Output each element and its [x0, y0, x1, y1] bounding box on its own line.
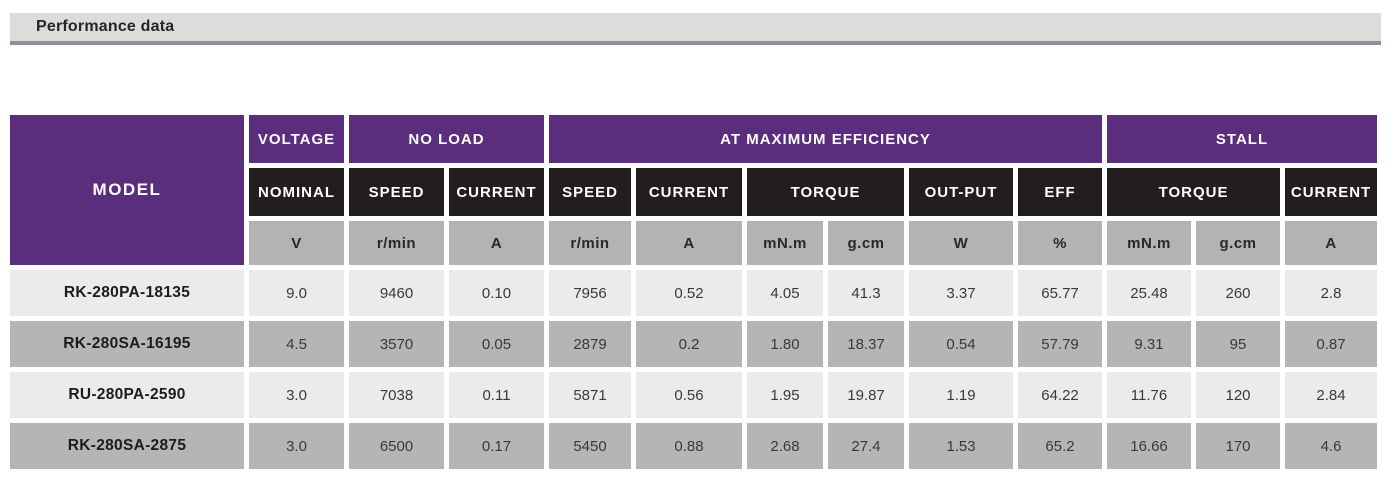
value-cell: 0.2	[636, 321, 743, 367]
value-cell: 3.0	[249, 423, 344, 469]
value-cell: 27.4	[828, 423, 905, 469]
value-cell: 0.52	[636, 270, 743, 316]
subheader-no-load-speed: SPEED	[349, 168, 444, 216]
unit-cell: mN.m	[1107, 221, 1192, 265]
value-cell: 6500	[349, 423, 444, 469]
value-cell: 0.56	[636, 372, 743, 418]
value-cell: 2879	[549, 321, 632, 367]
value-cell: 65.2	[1018, 423, 1103, 469]
value-cell: 41.3	[828, 270, 905, 316]
unit-cell: A	[1285, 221, 1378, 265]
units-row: V r/min A r/min A mN.m g.cm W % mN.m g.c…	[10, 221, 1378, 265]
value-cell: 4.6	[1285, 423, 1378, 469]
value-cell: 0.10	[449, 270, 545, 316]
group-header-model: MODEL	[10, 115, 244, 265]
value-cell: 5871	[549, 372, 632, 418]
value-cell: 1.19	[909, 372, 1014, 418]
value-cell: 0.88	[636, 423, 743, 469]
value-cell: 0.11	[449, 372, 545, 418]
unit-cell: r/min	[549, 221, 632, 265]
value-cell: 0.05	[449, 321, 545, 367]
value-cell: 1.53	[909, 423, 1014, 469]
unit-cell: g.cm	[1196, 221, 1281, 265]
unit-cell: %	[1018, 221, 1103, 265]
value-cell: 16.66	[1107, 423, 1192, 469]
unit-cell: V	[249, 221, 344, 265]
group-header-no-load: NO LOAD	[349, 115, 545, 163]
value-cell: 18.37	[828, 321, 905, 367]
unit-cell: r/min	[349, 221, 444, 265]
group-header-max-efficiency: AT MAXIMUM EFFICIENCY	[549, 115, 1103, 163]
unit-cell: A	[449, 221, 545, 265]
value-cell: 2.68	[747, 423, 824, 469]
value-cell: 95	[1196, 321, 1281, 367]
sub-header-row: NOMINAL SPEED CURRENT SPEED CURRENT TORQ…	[10, 168, 1378, 216]
model-cell: RK-280SA-16195	[10, 321, 244, 367]
value-cell: 0.54	[909, 321, 1014, 367]
subheader-nominal: NOMINAL	[249, 168, 344, 216]
subheader-eff: EFF	[1018, 168, 1103, 216]
value-cell: 1.80	[747, 321, 824, 367]
value-cell: 1.95	[747, 372, 824, 418]
value-cell: 2.8	[1285, 270, 1378, 316]
value-cell: 25.48	[1107, 270, 1192, 316]
group-header-row: MODEL VOLTAGE NO LOAD AT MAXIMUM EFFICIE…	[10, 115, 1378, 265]
table-row: RU-280PA-2590 3.0 7038 0.11 5871 0.56 1.…	[10, 372, 1378, 418]
value-cell: 170	[1196, 423, 1281, 469]
subheader-max-eff-torque: TORQUE	[747, 168, 905, 216]
value-cell: 7038	[349, 372, 444, 418]
unit-cell: W	[909, 221, 1014, 265]
value-cell: 57.79	[1018, 321, 1103, 367]
unit-cell: mN.m	[747, 221, 824, 265]
group-header-stall: STALL	[1107, 115, 1378, 163]
value-cell: 4.5	[249, 321, 344, 367]
model-cell: RU-280PA-2590	[10, 372, 244, 418]
performance-table: MODEL VOLTAGE NO LOAD AT MAXIMUM EFFICIE…	[5, 110, 1382, 474]
model-cell: RK-280PA-18135	[10, 270, 244, 316]
value-cell: 9.31	[1107, 321, 1192, 367]
subheader-output: OUT-PUT	[909, 168, 1014, 216]
value-cell: 120	[1196, 372, 1281, 418]
value-cell: 7956	[549, 270, 632, 316]
value-cell: 260	[1196, 270, 1281, 316]
section-title: Performance data	[36, 18, 175, 35]
subheader-max-eff-current: CURRENT	[636, 168, 743, 216]
unit-cell: A	[636, 221, 743, 265]
value-cell: 3.37	[909, 270, 1014, 316]
value-cell: 0.87	[1285, 321, 1378, 367]
value-cell: 5450	[549, 423, 632, 469]
value-cell: 3.0	[249, 372, 344, 418]
value-cell: 9.0	[249, 270, 344, 316]
value-cell: 3570	[349, 321, 444, 367]
value-cell: 11.76	[1107, 372, 1192, 418]
subheader-stall-current: CURRENT	[1285, 168, 1378, 216]
value-cell: 0.17	[449, 423, 545, 469]
table-row: RK-280PA-18135 9.0 9460 0.10 7956 0.52 4…	[10, 270, 1378, 316]
subheader-stall-torque: TORQUE	[1107, 168, 1281, 216]
value-cell: 4.05	[747, 270, 824, 316]
table-row: RK-280SA-2875 3.0 6500 0.17 5450 0.88 2.…	[10, 423, 1378, 469]
value-cell: 2.84	[1285, 372, 1378, 418]
model-cell: RK-280SA-2875	[10, 423, 244, 469]
unit-cell: g.cm	[828, 221, 905, 265]
value-cell: 65.77	[1018, 270, 1103, 316]
subheader-max-eff-speed: SPEED	[549, 168, 632, 216]
section-title-bar: Performance data	[10, 13, 1381, 45]
table-row: RK-280SA-16195 4.5 3570 0.05 2879 0.2 1.…	[10, 321, 1378, 367]
value-cell: 9460	[349, 270, 444, 316]
group-header-voltage: VOLTAGE	[249, 115, 344, 163]
value-cell: 64.22	[1018, 372, 1103, 418]
value-cell: 19.87	[828, 372, 905, 418]
subheader-no-load-current: CURRENT	[449, 168, 545, 216]
